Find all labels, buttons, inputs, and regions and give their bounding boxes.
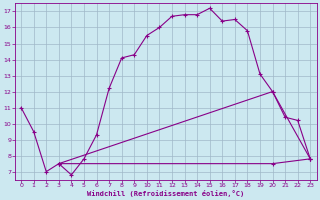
X-axis label: Windchill (Refroidissement éolien,°C): Windchill (Refroidissement éolien,°C): [87, 190, 244, 197]
